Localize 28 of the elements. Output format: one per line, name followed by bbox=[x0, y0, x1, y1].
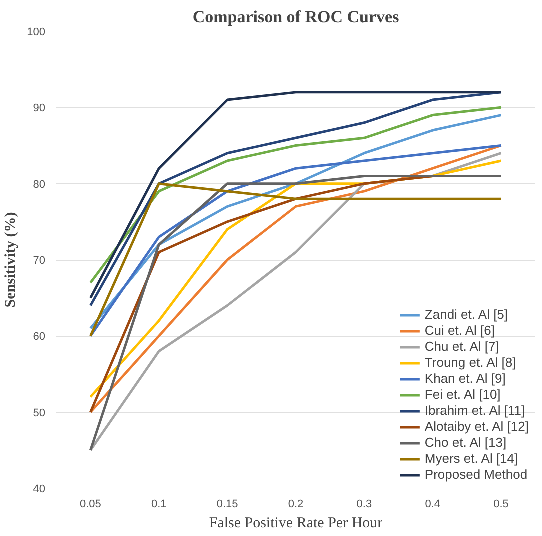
legend-label: Khan et. Al [9] bbox=[424, 371, 506, 386]
x-tick-label: 0.2 bbox=[288, 498, 304, 510]
y-tick-label: 40 bbox=[33, 484, 46, 496]
legend-label: Zandi et. Al [5] bbox=[424, 307, 508, 322]
x-axis-title: False Positive Rate Per Hour bbox=[209, 516, 383, 532]
y-tick-label: 70 bbox=[33, 255, 46, 267]
x-tick-label: 0.5 bbox=[494, 498, 509, 510]
legend-label: Proposed Method bbox=[424, 467, 528, 482]
y-axis-title: Sensitivity (%) bbox=[3, 212, 20, 308]
legend-label: Cui et. Al [6] bbox=[424, 323, 496, 338]
x-tick-label: 0.1 bbox=[151, 498, 167, 510]
legend-label: Chu et. Al [7] bbox=[424, 339, 500, 354]
y-tick-label: 100 bbox=[27, 26, 46, 38]
x-tick-label: 0.4 bbox=[425, 498, 441, 510]
x-tick-label: 0.3 bbox=[356, 498, 372, 510]
y-tick-label: 60 bbox=[33, 331, 46, 344]
y-tick-label: 50 bbox=[33, 407, 46, 420]
chart-title: Comparison of ROC Curves bbox=[192, 8, 400, 26]
y-tick-label: 80 bbox=[33, 178, 46, 191]
x-tick-label: 0.05 bbox=[80, 498, 102, 510]
x-tick-label: 0.15 bbox=[216, 498, 238, 510]
legend-label: Troung et. Al [8] bbox=[424, 355, 516, 370]
legend-label: Ibrahim et. Al [11] bbox=[424, 403, 526, 418]
legend-label: Cho et. Al [13] bbox=[424, 435, 507, 450]
legend-label: Myers et. Al [14] bbox=[424, 451, 518, 466]
y-tick-label: 90 bbox=[33, 102, 46, 115]
legend-label: Alotaiby et. Al [12] bbox=[424, 419, 529, 434]
legend-label: Fei et. Al [10] bbox=[424, 387, 501, 402]
